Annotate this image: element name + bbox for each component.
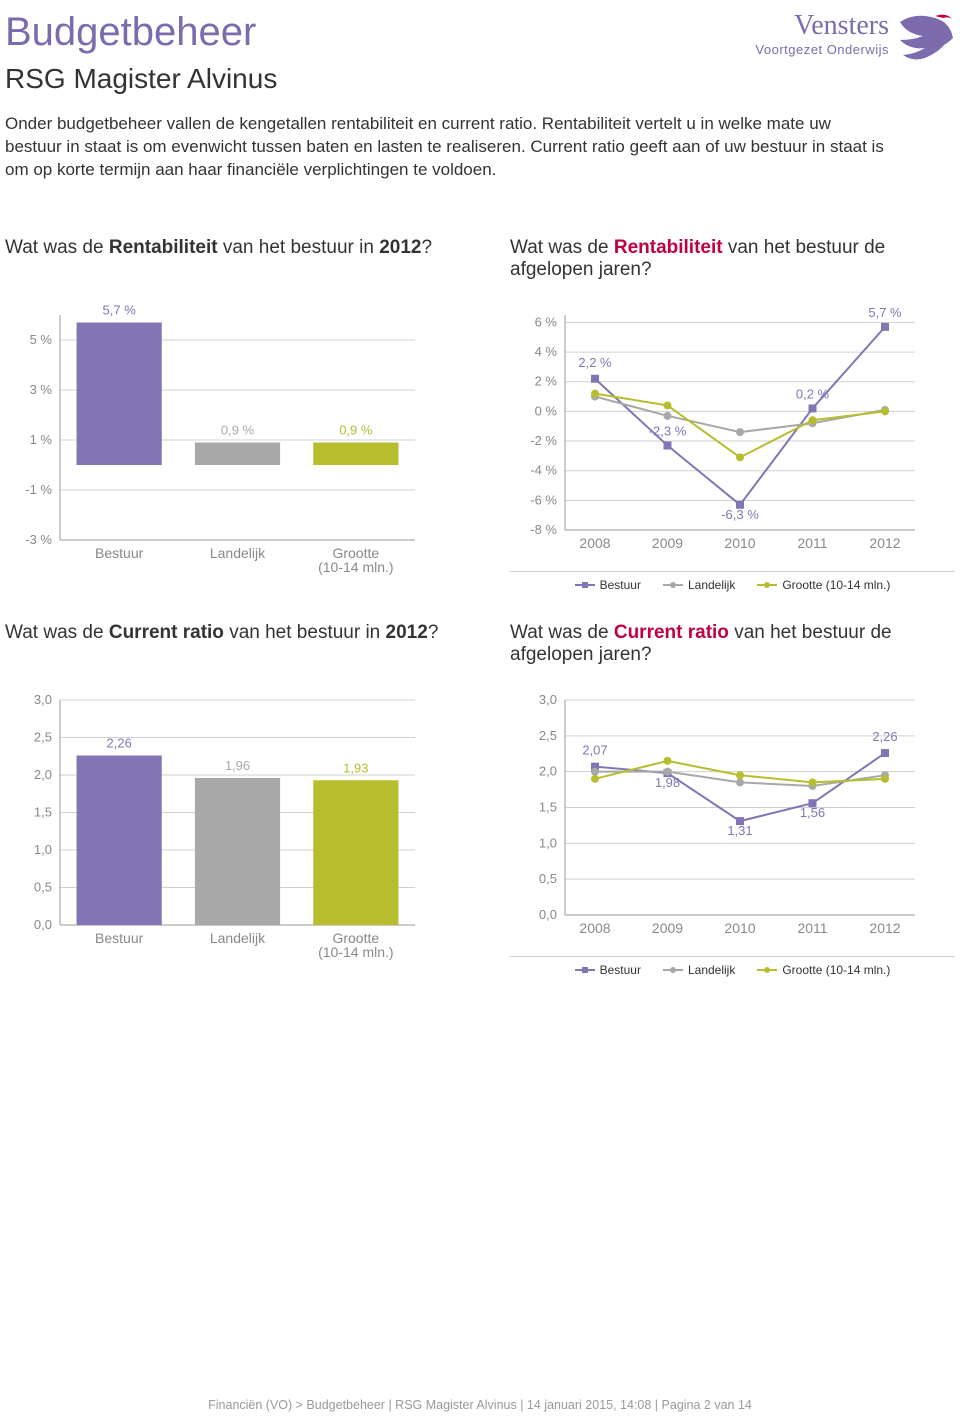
svg-text:-4 %: -4 % [530, 463, 557, 478]
svg-text:Bestuur: Bestuur [95, 930, 144, 946]
svg-text:1,98: 1,98 [655, 775, 680, 790]
svg-text:2008: 2008 [579, 920, 610, 936]
svg-text:2 %: 2 % [535, 374, 558, 389]
svg-text:2011: 2011 [797, 920, 827, 936]
svg-text:2008: 2008 [579, 535, 610, 551]
intro-text: Onder budgetbeheer vallen de kengetallen… [5, 113, 885, 182]
svg-text:(10-14 mln.): (10-14 mln.) [318, 944, 393, 960]
svg-text:2,0: 2,0 [34, 767, 52, 782]
svg-text:Landelijk: Landelijk [210, 930, 266, 946]
svg-text:1,0: 1,0 [539, 835, 557, 850]
rentabiliteit-line-legend: Bestuur Landelijk Grootte (10-14 mln.) [510, 571, 955, 592]
svg-text:2,0: 2,0 [539, 763, 557, 778]
legend-item: Landelijk [663, 963, 735, 977]
svg-text:1,93: 1,93 [343, 760, 368, 775]
brand-logo: Vensters Voortgezet Onderwijs [755, 10, 955, 65]
legend-item: Bestuur [575, 578, 641, 592]
svg-text:-6 %: -6 % [530, 492, 557, 507]
svg-text:-2 %: -2 % [530, 433, 557, 448]
legend-item: Landelijk [663, 578, 735, 592]
svg-text:2,26: 2,26 [872, 729, 897, 744]
svg-text:1 %: 1 % [30, 432, 53, 447]
currentratio-line-cell: Wat was de Current ratio van het bestuur… [510, 622, 955, 977]
svg-text:5 %: 5 % [30, 332, 53, 347]
brand-sub: Voortgezet Onderwijs [755, 42, 889, 57]
currentratio-line-chart: 0,0 0,5 1,0 1,5 2,0 2,5 3,0 2008 2009 2010 2011 201… [510, 690, 930, 945]
svg-text:2,26: 2,26 [107, 735, 132, 750]
svg-text:2,2 %: 2,2 % [578, 355, 612, 370]
svg-text:6 %: 6 % [535, 314, 558, 329]
page-title: Budgetbeheer [5, 10, 277, 55]
rentabiliteit-line-chart: -8 % -6 % -4 % -2 % 0 % 2 % 4 % 6 % 2008 2009 2010… [510, 305, 930, 560]
svg-text:2012: 2012 [869, 920, 900, 936]
svg-text:0 %: 0 % [535, 403, 558, 418]
currentratio-line-title: Wat was de Current ratio van het bestuur… [510, 622, 955, 670]
svg-text:-6,3 %: -6,3 % [721, 507, 759, 522]
currentratio-bar-cell: Wat was de Current ratio van het bestuur… [5, 622, 450, 977]
svg-text:3,0: 3,0 [539, 692, 557, 707]
svg-text:2011: 2011 [797, 535, 827, 551]
legend-item: Grootte (10-14 mln.) [757, 963, 890, 977]
rentabiliteit-bar-title: Wat was de Rentabiliteit van het bestuur… [5, 237, 450, 285]
svg-text:1,0: 1,0 [34, 842, 52, 857]
svg-text:2010: 2010 [724, 920, 755, 936]
svg-text:1,56: 1,56 [800, 805, 825, 820]
svg-text:0,9 %: 0,9 % [339, 422, 373, 437]
svg-text:0,5: 0,5 [34, 879, 52, 894]
currentratio-line-legend: Bestuur Landelijk Grootte (10-14 mln.) [510, 956, 955, 977]
svg-text:1,96: 1,96 [225, 758, 250, 773]
svg-text:2,5: 2,5 [34, 729, 52, 744]
svg-text:Bestuur: Bestuur [95, 545, 144, 561]
svg-text:5,7 %: 5,7 % [868, 305, 902, 320]
rentabiliteit-line-title: Wat was de Rentabiliteit van het bestuur… [510, 237, 955, 285]
rentabiliteit-line-cell: Wat was de Rentabiliteit van het bestuur… [510, 237, 955, 592]
currentratio-bar-title: Wat was de Current ratio van het bestuur… [5, 622, 450, 670]
page-header: Budgetbeheer RSG Magister Alvinus Venste… [5, 10, 955, 113]
svg-text:-8 %: -8 % [530, 522, 557, 537]
svg-text:-2,3 %: -2,3 % [649, 423, 687, 438]
bird-icon [895, 10, 955, 65]
svg-text:-1 %: -1 % [25, 482, 52, 497]
svg-text:0,0: 0,0 [34, 917, 52, 932]
legend-item: Grootte (10-14 mln.) [757, 578, 890, 592]
svg-text:0,0: 0,0 [539, 907, 557, 922]
svg-text:2010: 2010 [724, 535, 755, 551]
brand-name: Vensters [755, 10, 889, 42]
svg-text:1,5: 1,5 [539, 799, 557, 814]
svg-text:5,7 %: 5,7 % [103, 305, 137, 318]
svg-text:0,9 %: 0,9 % [221, 422, 255, 437]
svg-text:-3 %: -3 % [25, 532, 52, 547]
svg-text:2012: 2012 [869, 535, 900, 551]
svg-text:4 %: 4 % [535, 344, 558, 359]
currentratio-bar-chart: 0,0 0,5 1,0 1,5 2,0 2,5 3,0 2,26 Bestuur 1,96 Land… [5, 690, 425, 970]
svg-text:0,5: 0,5 [539, 871, 557, 886]
svg-text:Landelijk: Landelijk [210, 545, 266, 561]
page-subtitle: RSG Magister Alvinus [5, 63, 277, 95]
rentabiliteit-bar-cell: Wat was de Rentabiliteit van het bestuur… [5, 237, 450, 592]
svg-text:2009: 2009 [652, 920, 683, 936]
svg-text:1,5: 1,5 [34, 804, 52, 819]
svg-text:3 %: 3 % [30, 382, 53, 397]
rentabiliteit-bar-chart: -3 % -1 % 1 % 3 % 5 % 5,7 % Bestuur 0,9 % Landel… [5, 305, 425, 585]
legend-item: Bestuur [575, 963, 641, 977]
svg-text:1,31: 1,31 [727, 823, 752, 838]
svg-text:0,2 %: 0,2 % [796, 386, 830, 401]
svg-text:2,5: 2,5 [539, 728, 557, 743]
svg-text:2009: 2009 [652, 535, 683, 551]
svg-text:2,07: 2,07 [582, 742, 607, 757]
svg-text:(10-14 mln.): (10-14 mln.) [318, 559, 393, 575]
svg-text:3,0: 3,0 [34, 692, 52, 707]
